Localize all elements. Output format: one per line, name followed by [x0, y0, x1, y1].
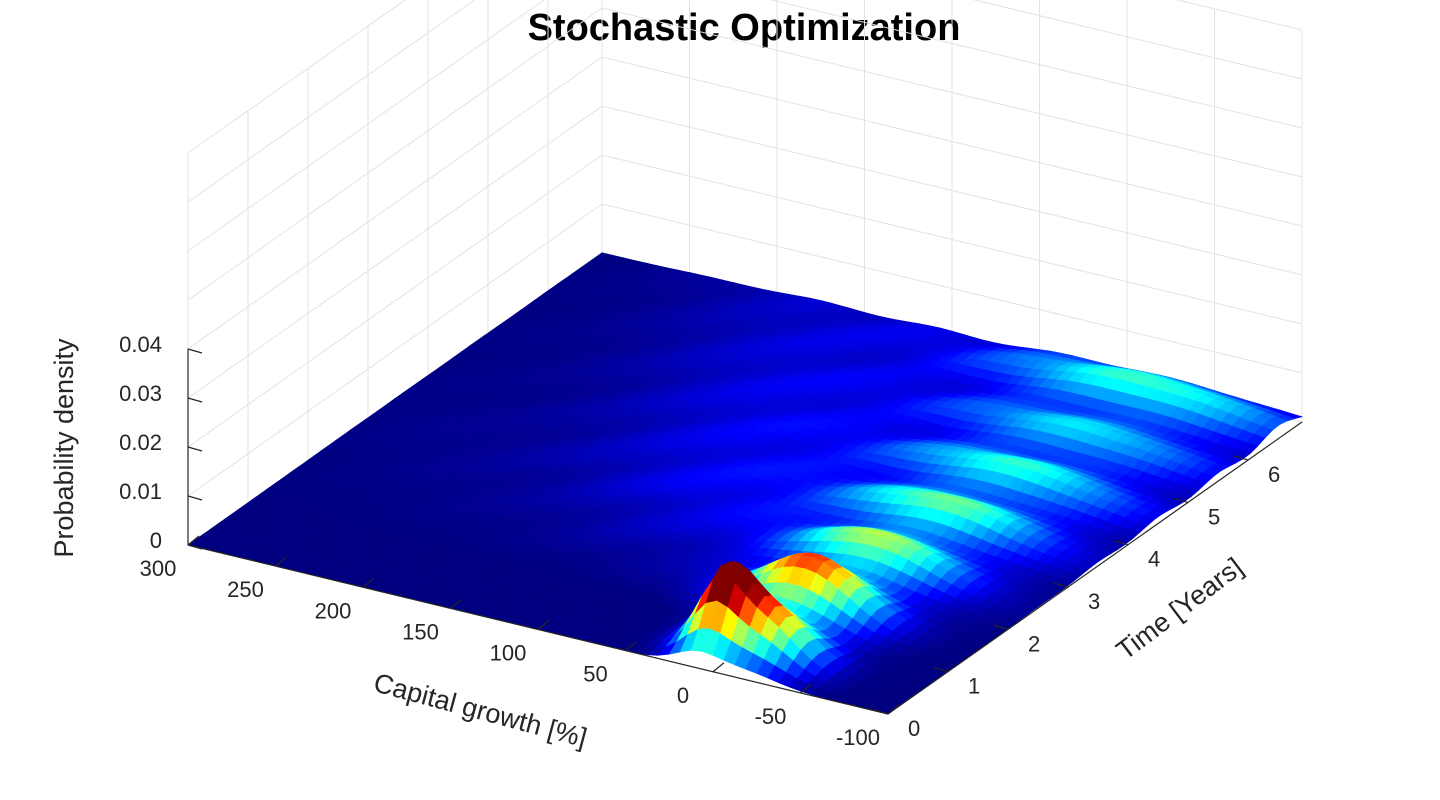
- x-tick-label: 50: [583, 662, 607, 687]
- grid-line: [187, 7, 603, 301]
- x-tick-label: 200: [315, 598, 352, 623]
- surface: [187, 252, 1304, 715]
- y-tick-mark: [1113, 540, 1129, 546]
- grid-line: [187, 203, 603, 497]
- x-tick-mark: [275, 556, 287, 567]
- z-tick-mark: [187, 348, 203, 354]
- y-tick-label: 3: [1088, 589, 1100, 614]
- y-tick-label: 2: [1028, 631, 1040, 656]
- y-tick-mark: [1233, 455, 1249, 461]
- y-tick-label: 4: [1148, 547, 1160, 572]
- y-tick-mark: [993, 624, 1009, 630]
- x-tick-mark: [187, 535, 200, 546]
- grid-line: [1175, 0, 1303, 31]
- x-tick-mark: [712, 662, 725, 673]
- x-tick-mark: [887, 704, 900, 715]
- y-tick-label: 0: [908, 716, 920, 741]
- axes: [187, 348, 1303, 715]
- grid-lines: [187, 0, 1303, 546]
- tick-labels: -100 -50 0 50 100 150 200 250 300 0 1 2 3 4 5 6 0 0.01 0.0…: [119, 332, 1280, 750]
- z-tick-label: 0.03: [119, 381, 162, 406]
- x-tick-mark: [537, 620, 550, 630]
- x-tick-label: -100: [836, 725, 880, 750]
- z-tick-mark: [187, 397, 203, 403]
- grid-line: [187, 0, 476, 203]
- grid-line: [187, 56, 603, 350]
- grid-line: [187, 0, 545, 252]
- x-tick-label: -50: [755, 704, 787, 729]
- z-tick-label: 0.01: [119, 479, 162, 504]
- x-tick-label: 0: [677, 683, 689, 708]
- y-tick-label: 5: [1208, 504, 1220, 529]
- y-tick-mark: [1053, 582, 1069, 588]
- z-tick-label: 0.02: [119, 430, 162, 455]
- z-tick-label: 0.04: [119, 332, 162, 357]
- z-tick-mark: [187, 544, 203, 550]
- y-tick-mark: [933, 667, 949, 673]
- z-tick-mark: [187, 446, 203, 452]
- grid-line: [187, 105, 603, 399]
- x-tick-label: 300: [140, 556, 177, 581]
- y-tick-mark: [1173, 497, 1189, 503]
- y-axis-line: [887, 421, 1303, 715]
- z-tick-label: 0: [150, 528, 162, 553]
- x-tick-mark: [625, 641, 637, 652]
- z-axis-label: Probability density: [49, 338, 79, 558]
- x-tick-label: 150: [402, 619, 439, 644]
- z-tick-mark: [187, 495, 203, 501]
- x-tick-mark: [450, 598, 462, 609]
- y-tick-label: 1: [968, 674, 980, 699]
- y-tick-mark: [873, 709, 889, 715]
- x-tick-mark: [800, 683, 812, 694]
- y-tick-label: 6: [1268, 462, 1280, 487]
- grid-line: [187, 154, 603, 448]
- y-axis-label: Time [Years]: [1111, 552, 1249, 666]
- x-tick-label: 100: [490, 641, 527, 666]
- grid-line: [972, 0, 1303, 80]
- x-tick-label: 250: [227, 577, 264, 602]
- x-tick-mark: [362, 577, 375, 588]
- x-axis-label: Capital growth [%]: [371, 667, 590, 753]
- grid-line: [187, 0, 406, 154]
